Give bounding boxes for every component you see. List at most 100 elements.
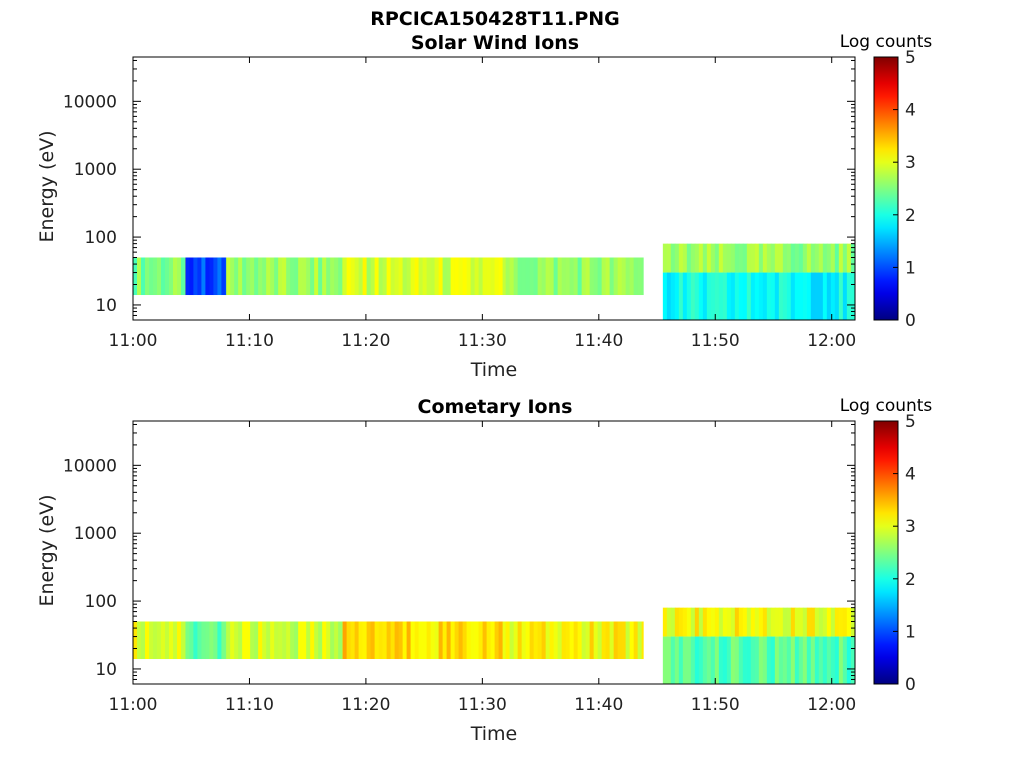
heatmap-cell bbox=[370, 621, 376, 660]
heatmap-cell bbox=[386, 257, 392, 296]
heatmap-cell bbox=[726, 243, 732, 273]
heatmap-cell bbox=[382, 257, 388, 296]
heatmap-cell bbox=[621, 257, 627, 296]
heatmap-cell bbox=[722, 272, 728, 320]
heatmap-cell bbox=[549, 257, 555, 296]
heatmap-cell bbox=[262, 621, 267, 660]
heatmap-cell bbox=[702, 243, 708, 273]
heatmap-cell bbox=[806, 272, 812, 320]
heatmap-segment bbox=[505, 257, 644, 296]
heatmap-cell bbox=[529, 621, 535, 660]
heatmap-cell bbox=[714, 272, 720, 320]
heatmap-cell bbox=[298, 257, 303, 296]
heatmap-cell bbox=[254, 621, 259, 660]
heatmap-cell bbox=[533, 257, 539, 296]
panel-solar-wind-ions: Solar Wind Ions 11:00 11:10 11:20 11:30 11:40… bbox=[36, 32, 932, 381]
heatmap-cell bbox=[338, 257, 343, 296]
heatmap-cell bbox=[774, 243, 780, 273]
heatmap-cell bbox=[486, 621, 492, 660]
heatmap-cell bbox=[758, 636, 764, 684]
heatmap-cell bbox=[494, 257, 500, 296]
heatmap-cell bbox=[762, 243, 768, 273]
heatmap-cell bbox=[310, 621, 315, 660]
heatmap-cell bbox=[754, 636, 760, 684]
heatmap-cell bbox=[750, 607, 756, 637]
y-tick-label: 10 bbox=[95, 296, 117, 316]
heatmap-cell bbox=[573, 621, 579, 660]
heatmap-cell bbox=[157, 621, 162, 660]
heatmap-cell bbox=[270, 621, 275, 660]
heatmap-cell bbox=[702, 636, 708, 684]
heatmap-cell bbox=[274, 257, 279, 296]
colorbar-tick-label: 3 bbox=[905, 153, 916, 173]
heatmap-cell bbox=[306, 621, 311, 660]
heatmap-cell bbox=[818, 607, 824, 637]
colorbar-tick-label: 0 bbox=[905, 311, 916, 331]
heatmap-cell bbox=[742, 636, 748, 684]
heatmap-cell bbox=[498, 257, 504, 296]
heatmap-cell bbox=[382, 621, 388, 660]
heatmap-cell bbox=[585, 621, 591, 660]
heatmap-cell bbox=[617, 621, 623, 660]
heatmap-cell bbox=[738, 607, 744, 637]
heatmap-cell bbox=[242, 621, 247, 660]
heatmap-cell bbox=[770, 243, 776, 273]
heatmap-cell bbox=[225, 621, 227, 660]
heatmap-cell bbox=[490, 621, 496, 660]
heatmap-segment bbox=[662, 636, 855, 684]
heatmap-cell bbox=[750, 243, 756, 273]
heatmap-cell bbox=[846, 272, 852, 320]
heatmap-cell bbox=[609, 257, 615, 296]
heatmap-cell bbox=[782, 243, 788, 273]
heatmap-cell bbox=[666, 243, 672, 273]
heatmap-cell bbox=[450, 621, 456, 660]
heatmap-cell bbox=[486, 257, 492, 296]
y-tick-label: 10000 bbox=[63, 92, 117, 112]
heatmap-cell bbox=[246, 257, 251, 296]
heatmap-cell bbox=[786, 636, 792, 684]
heatmap-cell bbox=[262, 257, 267, 296]
heatmap-cell bbox=[145, 257, 150, 296]
heatmap-cell bbox=[698, 272, 704, 320]
heatmap-cell bbox=[830, 636, 836, 684]
heatmap-cell bbox=[509, 257, 515, 296]
heatmap-cell bbox=[561, 257, 567, 296]
heatmap-cell bbox=[850, 243, 855, 273]
heatmap-cell bbox=[826, 243, 832, 273]
heatmap-cell bbox=[378, 257, 384, 296]
colorbar-label: Log counts bbox=[840, 396, 933, 416]
heatmap-cell bbox=[850, 272, 855, 320]
heatmap-cell bbox=[509, 621, 515, 660]
heatmap-cell bbox=[794, 243, 800, 273]
heatmap-cell bbox=[581, 257, 587, 296]
colorbar-tick-label: 3 bbox=[905, 517, 916, 537]
heatmap-cell bbox=[533, 621, 539, 660]
heatmap-cell bbox=[666, 636, 672, 684]
heatmap-cell bbox=[738, 272, 744, 320]
heatmap-cell bbox=[782, 636, 788, 684]
heatmap-cell bbox=[318, 257, 323, 296]
heatmap-cell bbox=[842, 272, 848, 320]
heatmap-cell bbox=[706, 243, 712, 273]
heatmap-cell bbox=[374, 257, 380, 296]
heatmap-cell bbox=[505, 257, 511, 296]
heatmap-cell bbox=[350, 257, 356, 296]
heatmap-cell bbox=[846, 243, 852, 273]
heatmap-cell bbox=[758, 272, 764, 320]
heatmap-cell bbox=[521, 621, 527, 660]
heatmap-cell bbox=[770, 272, 776, 320]
heatmap-cell bbox=[662, 636, 668, 684]
heatmap-cell bbox=[330, 621, 335, 660]
heatmap-cell bbox=[690, 607, 696, 637]
heatmap-cell bbox=[786, 243, 792, 273]
y-axis-label: Energy (eV) bbox=[36, 494, 58, 606]
heatmap-cell bbox=[354, 257, 360, 296]
heatmap-cell bbox=[702, 607, 708, 637]
heatmap-cell bbox=[193, 621, 198, 660]
heatmap-cell bbox=[209, 621, 214, 660]
heatmap-cell bbox=[633, 257, 639, 296]
heatmap-cell bbox=[177, 621, 182, 660]
heatmap-cell bbox=[674, 272, 680, 320]
heatmap-cell bbox=[217, 621, 222, 660]
heatmap-cell bbox=[346, 257, 352, 296]
